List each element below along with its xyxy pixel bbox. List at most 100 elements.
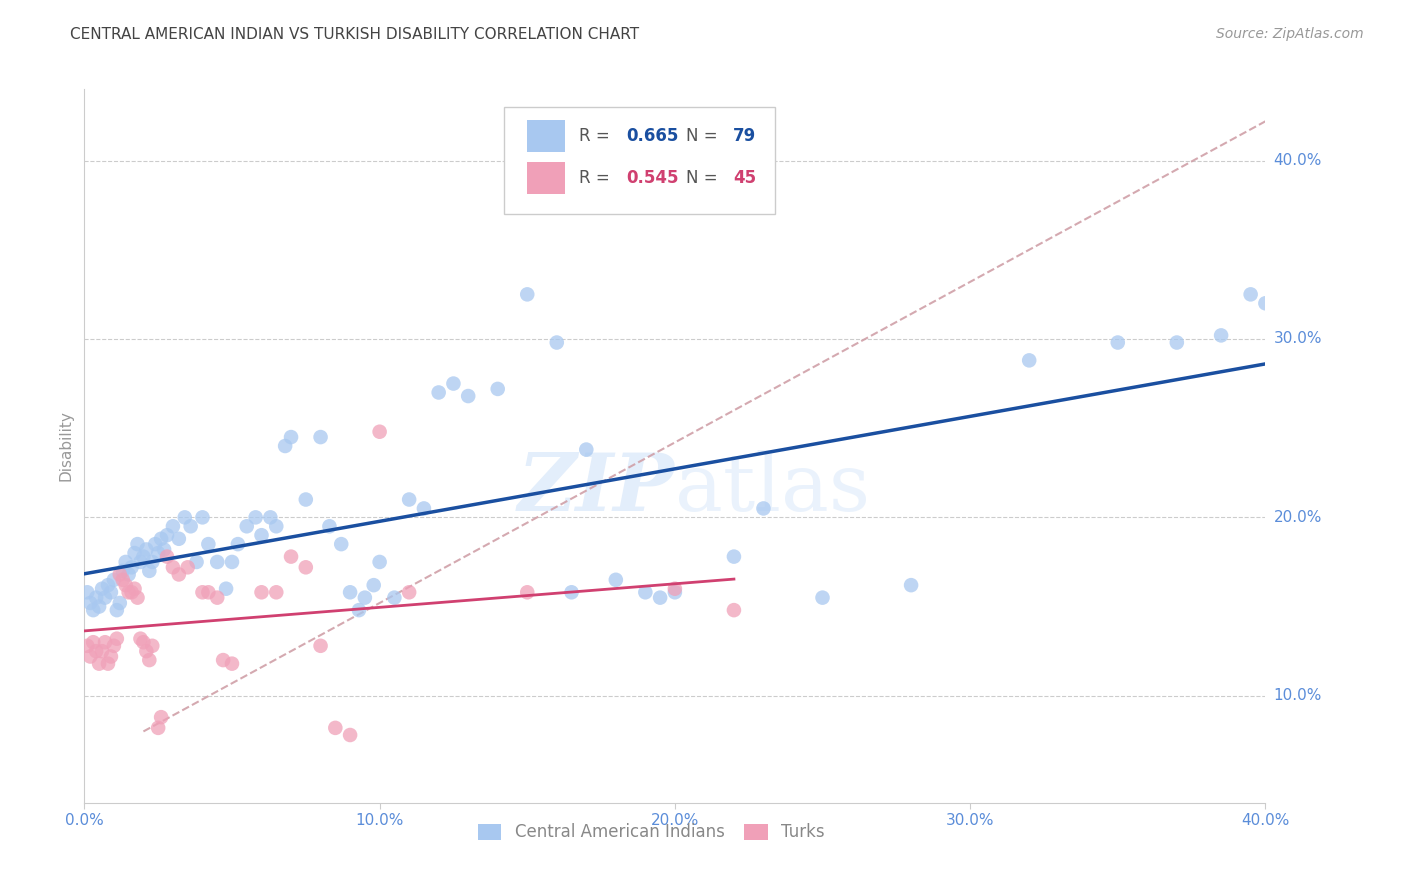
Point bbox=[97, 657, 120, 671]
Point bbox=[368, 555, 391, 569]
Point bbox=[354, 591, 377, 605]
FancyBboxPatch shape bbox=[527, 162, 565, 194]
Point bbox=[664, 585, 686, 599]
Point bbox=[91, 582, 114, 596]
Point bbox=[382, 591, 406, 605]
Point bbox=[274, 439, 297, 453]
Text: 30.0%: 30.0% bbox=[1274, 332, 1322, 346]
Text: 10.0%: 10.0% bbox=[1274, 689, 1322, 703]
Point bbox=[295, 492, 318, 507]
Point bbox=[486, 382, 509, 396]
Point bbox=[82, 603, 104, 617]
Point bbox=[162, 519, 184, 533]
Text: atlas: atlas bbox=[675, 450, 870, 528]
Point bbox=[1018, 353, 1040, 368]
Point bbox=[150, 532, 173, 546]
Point bbox=[221, 657, 243, 671]
Point bbox=[103, 573, 125, 587]
Point bbox=[197, 537, 219, 551]
Point bbox=[575, 442, 598, 457]
Point bbox=[91, 644, 114, 658]
Point bbox=[84, 644, 107, 658]
Point bbox=[546, 335, 568, 350]
Point bbox=[664, 582, 686, 596]
Point bbox=[427, 385, 450, 400]
Point bbox=[900, 578, 922, 592]
Point bbox=[180, 519, 202, 533]
Text: 79: 79 bbox=[733, 127, 756, 145]
Point bbox=[76, 585, 98, 599]
Point bbox=[1211, 328, 1233, 343]
Point bbox=[167, 567, 190, 582]
Point bbox=[250, 585, 273, 599]
Point bbox=[339, 728, 361, 742]
Point bbox=[138, 653, 160, 667]
Point bbox=[124, 546, 146, 560]
Point bbox=[94, 591, 117, 605]
Point bbox=[207, 591, 229, 605]
Point bbox=[150, 710, 173, 724]
Point bbox=[108, 567, 131, 582]
Point bbox=[94, 635, 117, 649]
Text: Source: ZipAtlas.com: Source: ZipAtlas.com bbox=[1216, 27, 1364, 41]
Point bbox=[605, 573, 627, 587]
Point bbox=[266, 585, 288, 599]
Point bbox=[516, 287, 538, 301]
Point bbox=[398, 585, 420, 599]
Point bbox=[561, 585, 583, 599]
Point bbox=[121, 585, 143, 599]
Text: 20.0%: 20.0% bbox=[1274, 510, 1322, 524]
Point bbox=[280, 430, 302, 444]
Point bbox=[236, 519, 259, 533]
Point bbox=[811, 591, 834, 605]
Point bbox=[156, 549, 179, 564]
Point bbox=[309, 430, 332, 444]
Point bbox=[325, 721, 347, 735]
Point bbox=[82, 635, 104, 649]
Point bbox=[1107, 335, 1129, 350]
Point bbox=[191, 510, 214, 524]
Point bbox=[129, 555, 152, 569]
Text: 45: 45 bbox=[733, 169, 756, 187]
Point bbox=[76, 639, 98, 653]
Point bbox=[153, 542, 176, 557]
Point bbox=[132, 635, 155, 649]
FancyBboxPatch shape bbox=[503, 107, 775, 214]
Point bbox=[87, 599, 111, 614]
Point bbox=[167, 532, 190, 546]
Point bbox=[309, 639, 332, 653]
Point bbox=[105, 632, 128, 646]
Text: CENTRAL AMERICAN INDIAN VS TURKISH DISABILITY CORRELATION CHART: CENTRAL AMERICAN INDIAN VS TURKISH DISAB… bbox=[70, 27, 640, 42]
Point bbox=[1240, 287, 1263, 301]
Point bbox=[103, 639, 125, 653]
Point bbox=[318, 519, 340, 533]
Point bbox=[266, 519, 288, 533]
Point bbox=[330, 537, 353, 551]
Point bbox=[132, 549, 155, 564]
Point bbox=[143, 537, 166, 551]
Point bbox=[121, 560, 143, 574]
Point bbox=[1254, 296, 1277, 310]
Point bbox=[723, 603, 745, 617]
Text: R =: R = bbox=[579, 127, 616, 145]
Point bbox=[197, 585, 219, 599]
Point bbox=[1166, 335, 1188, 350]
Point bbox=[141, 555, 163, 569]
Point bbox=[752, 501, 775, 516]
Point bbox=[79, 649, 101, 664]
Point bbox=[127, 537, 149, 551]
Point bbox=[124, 582, 146, 596]
FancyBboxPatch shape bbox=[527, 120, 565, 152]
Point bbox=[259, 510, 281, 524]
Point bbox=[363, 578, 385, 592]
Y-axis label: Disability: Disability bbox=[58, 410, 73, 482]
Point bbox=[368, 425, 391, 439]
Point bbox=[413, 501, 436, 516]
Point bbox=[207, 555, 229, 569]
Point bbox=[245, 510, 267, 524]
Point bbox=[280, 549, 302, 564]
Point bbox=[650, 591, 672, 605]
Point bbox=[212, 653, 235, 667]
Point bbox=[100, 649, 122, 664]
Point bbox=[135, 644, 157, 658]
